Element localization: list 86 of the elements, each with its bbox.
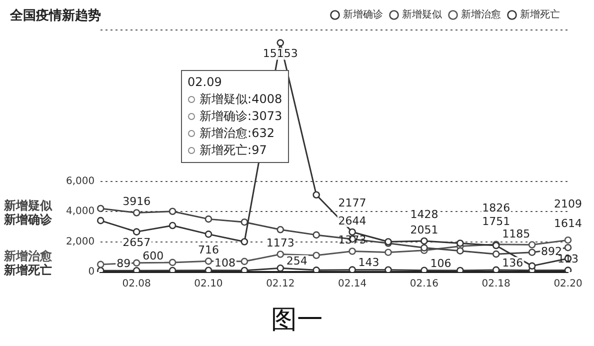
data-label: 3916 [122,195,151,208]
data-label: 106 [430,256,452,270]
legend-label: 新增死亡 [520,8,560,21]
x-tick-label: 02.08 [122,278,151,290]
point [312,191,320,199]
point [168,222,176,230]
data-label: 1614 [554,216,582,230]
point [132,209,140,216]
point [564,244,572,252]
data-label: 108 [214,256,236,270]
y-tick-label: 4,000 [66,206,95,218]
text: 新增治愈 [4,248,52,263]
y-tick-label: 6,000 [66,176,95,187]
point [456,247,464,254]
x-tick-label: 02.16 [410,278,439,290]
annotation: 新增死亡:97 [200,142,267,159]
text: 图一 [270,304,324,336]
point [168,258,176,266]
x-tick-label: 02.20 [554,278,582,290]
point [132,228,140,236]
data-label: 600 [142,249,164,262]
point [276,250,284,258]
point [276,264,284,272]
y-tick-label: 2,000 [66,236,95,248]
point [96,204,104,212]
point [312,231,320,239]
point [276,226,284,234]
point [168,208,176,216]
data-label: 1751 [482,214,510,228]
data-label: 136 [502,256,524,270]
data-label: 15153 [262,47,298,60]
point [420,244,428,252]
data-label: 254 [286,254,308,268]
x-tick-label: 02.18 [482,278,510,290]
annotation: 新增治愈:632 [200,125,274,142]
point [348,248,356,255]
data-label: 2051 [410,223,438,236]
point [384,248,392,256]
point [132,259,140,267]
x-tick-label: 02.12 [266,278,295,290]
annotation: 新增确诊:3073 [200,108,282,125]
data-label: 1826 [482,202,510,215]
data-label: 2644 [338,214,366,228]
y-tick-label: 0 [88,266,95,278]
point [204,230,212,238]
x-tick-label: 02.14 [338,278,367,290]
point [528,262,536,270]
point [96,260,104,268]
legend-label: 新增确诊 [343,8,383,21]
annotation: 新增疑似:4008 [200,91,282,108]
text: 新增确诊 [4,212,52,227]
point [312,266,320,272]
point [564,236,572,244]
point [312,252,320,260]
point [492,266,500,272]
data-label: 1185 [502,227,530,240]
point [240,258,248,266]
chart-title: 全国疫情新趋势 [9,7,101,24]
text: 新增疑似 [4,198,52,213]
point [420,266,428,272]
data-label: 143 [358,256,380,270]
legend-label: 新增治愈 [461,8,501,21]
point [456,240,464,247]
data-label: 2109 [554,197,582,210]
point [420,237,428,245]
point [240,238,248,246]
data-label: 2657 [122,236,151,250]
point [240,218,248,226]
x-tick-label: 02.10 [194,278,223,290]
text: 新增死亡 [4,262,52,277]
point [528,241,536,248]
data-label: 89 [116,257,131,270]
annotation: 02.09 [188,74,222,91]
point [528,248,536,256]
point [276,39,284,46]
point [384,266,392,272]
data-label: 1428 [410,208,438,221]
point [204,215,212,223]
legend-label: 新增疑似 [402,8,442,21]
point [348,266,356,272]
point [492,250,500,258]
point [204,258,212,265]
point [96,216,104,224]
data-label: 2177 [338,196,366,210]
data-label: 716 [198,244,219,257]
data-label: 1173 [266,236,294,250]
